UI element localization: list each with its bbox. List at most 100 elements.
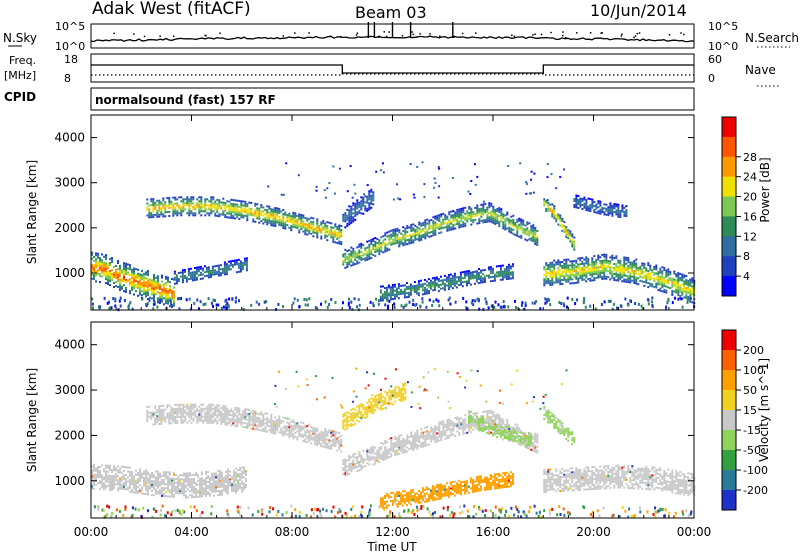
range-cell: [581, 260, 584, 263]
range-cell: [511, 273, 514, 276]
range-cell: [569, 272, 572, 275]
range-cell: [394, 232, 397, 235]
range-cell: [154, 204, 157, 206]
noise-cell: [193, 302, 196, 305]
range-cell: [176, 413, 179, 416]
range-cell: [242, 415, 245, 418]
range-cell: [476, 210, 479, 213]
range-cell: [410, 223, 413, 226]
range-cell: [201, 489, 203, 492]
range-cell: [189, 480, 191, 483]
range-cell: [268, 217, 271, 220]
range-cell: [565, 274, 568, 277]
range-cell: [308, 228, 311, 231]
range-cell: [180, 417, 183, 420]
noise-cell: [549, 303, 552, 307]
range-cell: [195, 489, 197, 492]
range-cell: [232, 410, 235, 413]
range-cell: [581, 268, 584, 271]
range-cell: [262, 420, 265, 422]
range-cell: [117, 280, 119, 282]
range-cell: [383, 287, 386, 290]
range-cell: [526, 221, 529, 224]
range-cell: [306, 233, 309, 236]
range-cell: [498, 209, 501, 212]
range-cell: [545, 282, 548, 285]
range-cell: [559, 265, 562, 268]
range-cell: [190, 409, 193, 412]
range-cell: [326, 221, 329, 224]
range-cell: [210, 208, 213, 211]
range-cell: [252, 411, 255, 414]
range-cell: [210, 202, 213, 205]
range-cell: [396, 229, 399, 232]
range-cell: [217, 266, 220, 269]
range-cell: [390, 235, 393, 238]
noise-cell: [119, 304, 122, 308]
range-cell: [298, 225, 301, 228]
range-cell: [350, 207, 353, 210]
range-cell: [230, 204, 233, 207]
range-cell: [390, 233, 393, 236]
range-cell: [372, 254, 375, 256]
range-cell: [135, 280, 137, 283]
range-cell: [423, 290, 426, 293]
range-cell: [169, 305, 171, 308]
range-cell: [486, 212, 489, 215]
range-cell: [222, 409, 225, 412]
range-cell: [595, 258, 598, 261]
range-cell: [561, 283, 564, 285]
range-cell: [555, 281, 558, 284]
range-cell: [298, 223, 301, 226]
sparse-cell: [328, 182, 331, 185]
range-cell: [199, 489, 201, 492]
range-cell: [516, 230, 519, 233]
range-cell: [454, 219, 457, 222]
range-cell: [452, 214, 455, 217]
range-cell: [298, 432, 301, 435]
range-cell: [395, 293, 398, 296]
range-cell: [276, 221, 279, 224]
noise-cell: [153, 300, 156, 304]
range-cell: [577, 281, 580, 284]
range-cell: [360, 204, 363, 207]
range-cell: [352, 251, 355, 254]
range-cell: [559, 273, 562, 276]
sparse-cell: [413, 196, 416, 199]
range-cell: [352, 247, 355, 250]
range-cell: [392, 234, 395, 237]
range-cell: [123, 465, 125, 468]
range-cell: [569, 230, 572, 233]
range-cell: [129, 284, 131, 287]
range-cell: [450, 222, 453, 225]
nsky-dot: [461, 32, 464, 35]
range-cell: [268, 213, 271, 216]
range-cell: [332, 232, 335, 235]
range-cell: [95, 469, 97, 472]
range-cell: [219, 475, 221, 478]
range-cell: [344, 252, 347, 255]
range-cell: [358, 243, 361, 246]
range-cell: [182, 208, 185, 211]
range-cell: [129, 278, 131, 281]
range-cell: [599, 260, 602, 263]
range-cell: [565, 268, 568, 271]
range-cell: [520, 228, 523, 231]
range-cell: [545, 276, 548, 279]
range-cell: [237, 475, 239, 478]
range-cell: [561, 261, 564, 263]
range-cell: [448, 211, 451, 214]
range-cell: [605, 267, 608, 270]
range-cell: [213, 486, 215, 489]
sparse-cell: [423, 183, 426, 186]
range-cell: [174, 196, 177, 199]
range-cell: [119, 467, 121, 470]
range-cell: [208, 214, 211, 217]
range-cell: [296, 218, 299, 221]
range-cell: [615, 205, 618, 208]
range-cell: [391, 290, 394, 292]
sparse-cell: [483, 200, 485, 203]
range-cell: [294, 224, 297, 227]
noise-cell: [393, 302, 396, 306]
range-cell: [310, 430, 313, 433]
